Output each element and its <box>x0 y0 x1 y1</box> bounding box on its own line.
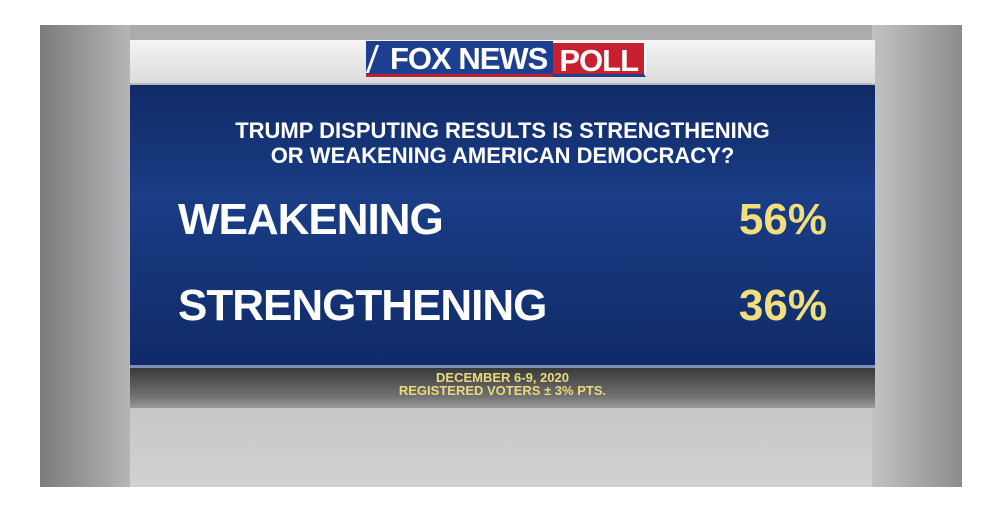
logo-poll: POLL <box>553 41 647 78</box>
result-label: STRENGTHENING <box>178 281 547 330</box>
result-value: 36% <box>738 281 827 330</box>
question-line-1: TRUMP DISPUTING RESULTS IS STRENGTHENING <box>235 118 770 143</box>
result-row: STRENGTHENING 36% <box>178 281 827 331</box>
logo-fox-news: FOX NEWS <box>366 41 554 77</box>
result-value: 56% <box>738 195 827 244</box>
background-right <box>872 25 962 487</box>
result-row: WEAKENING 56% <box>178 195 827 245</box>
poll-dates: DECEMBER 6-9, 2020 <box>436 370 569 385</box>
question-line-2: OR WEAKENING AMERICAN DEMOCRACY? <box>270 143 735 168</box>
background-left <box>40 25 130 487</box>
poll-sample: REGISTERED VOTERS ± 3% PTS. <box>398 383 607 398</box>
poll-panel: TRUMP DISPUTING RESULTS IS STRENGTHENING… <box>130 85 875 368</box>
poll-footer: DECEMBER 6-9, 2020 REGISTERED VOTERS ± 3… <box>130 368 875 408</box>
result-label: WEAKENING <box>178 195 444 244</box>
poll-question: TRUMP DISPUTING RESULTS IS STRENGTHENING… <box>130 118 875 168</box>
fox-news-poll-logo: FOX NEWS POLL <box>366 41 647 78</box>
